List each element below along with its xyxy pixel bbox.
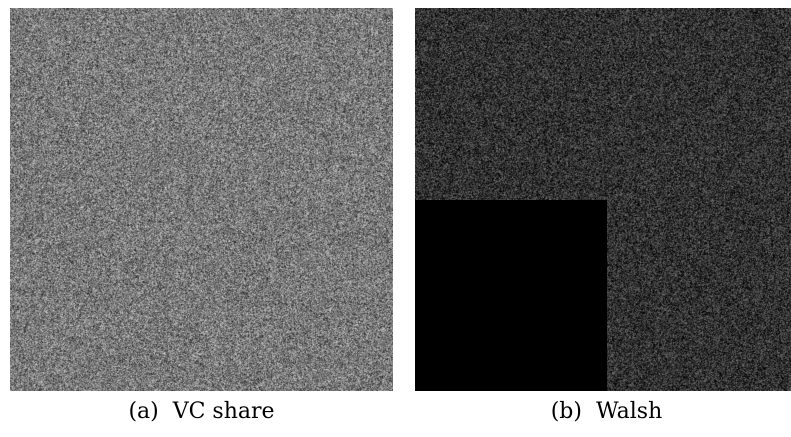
vc-share-noise — [10, 8, 393, 391]
caption-walsh: (b) Walsh — [550, 399, 663, 424]
walsh-black-block — [415, 200, 607, 391]
vc-share-image — [10, 8, 393, 391]
caption-vc-share: (a) VC share — [128, 399, 275, 424]
walsh-image — [415, 8, 791, 391]
